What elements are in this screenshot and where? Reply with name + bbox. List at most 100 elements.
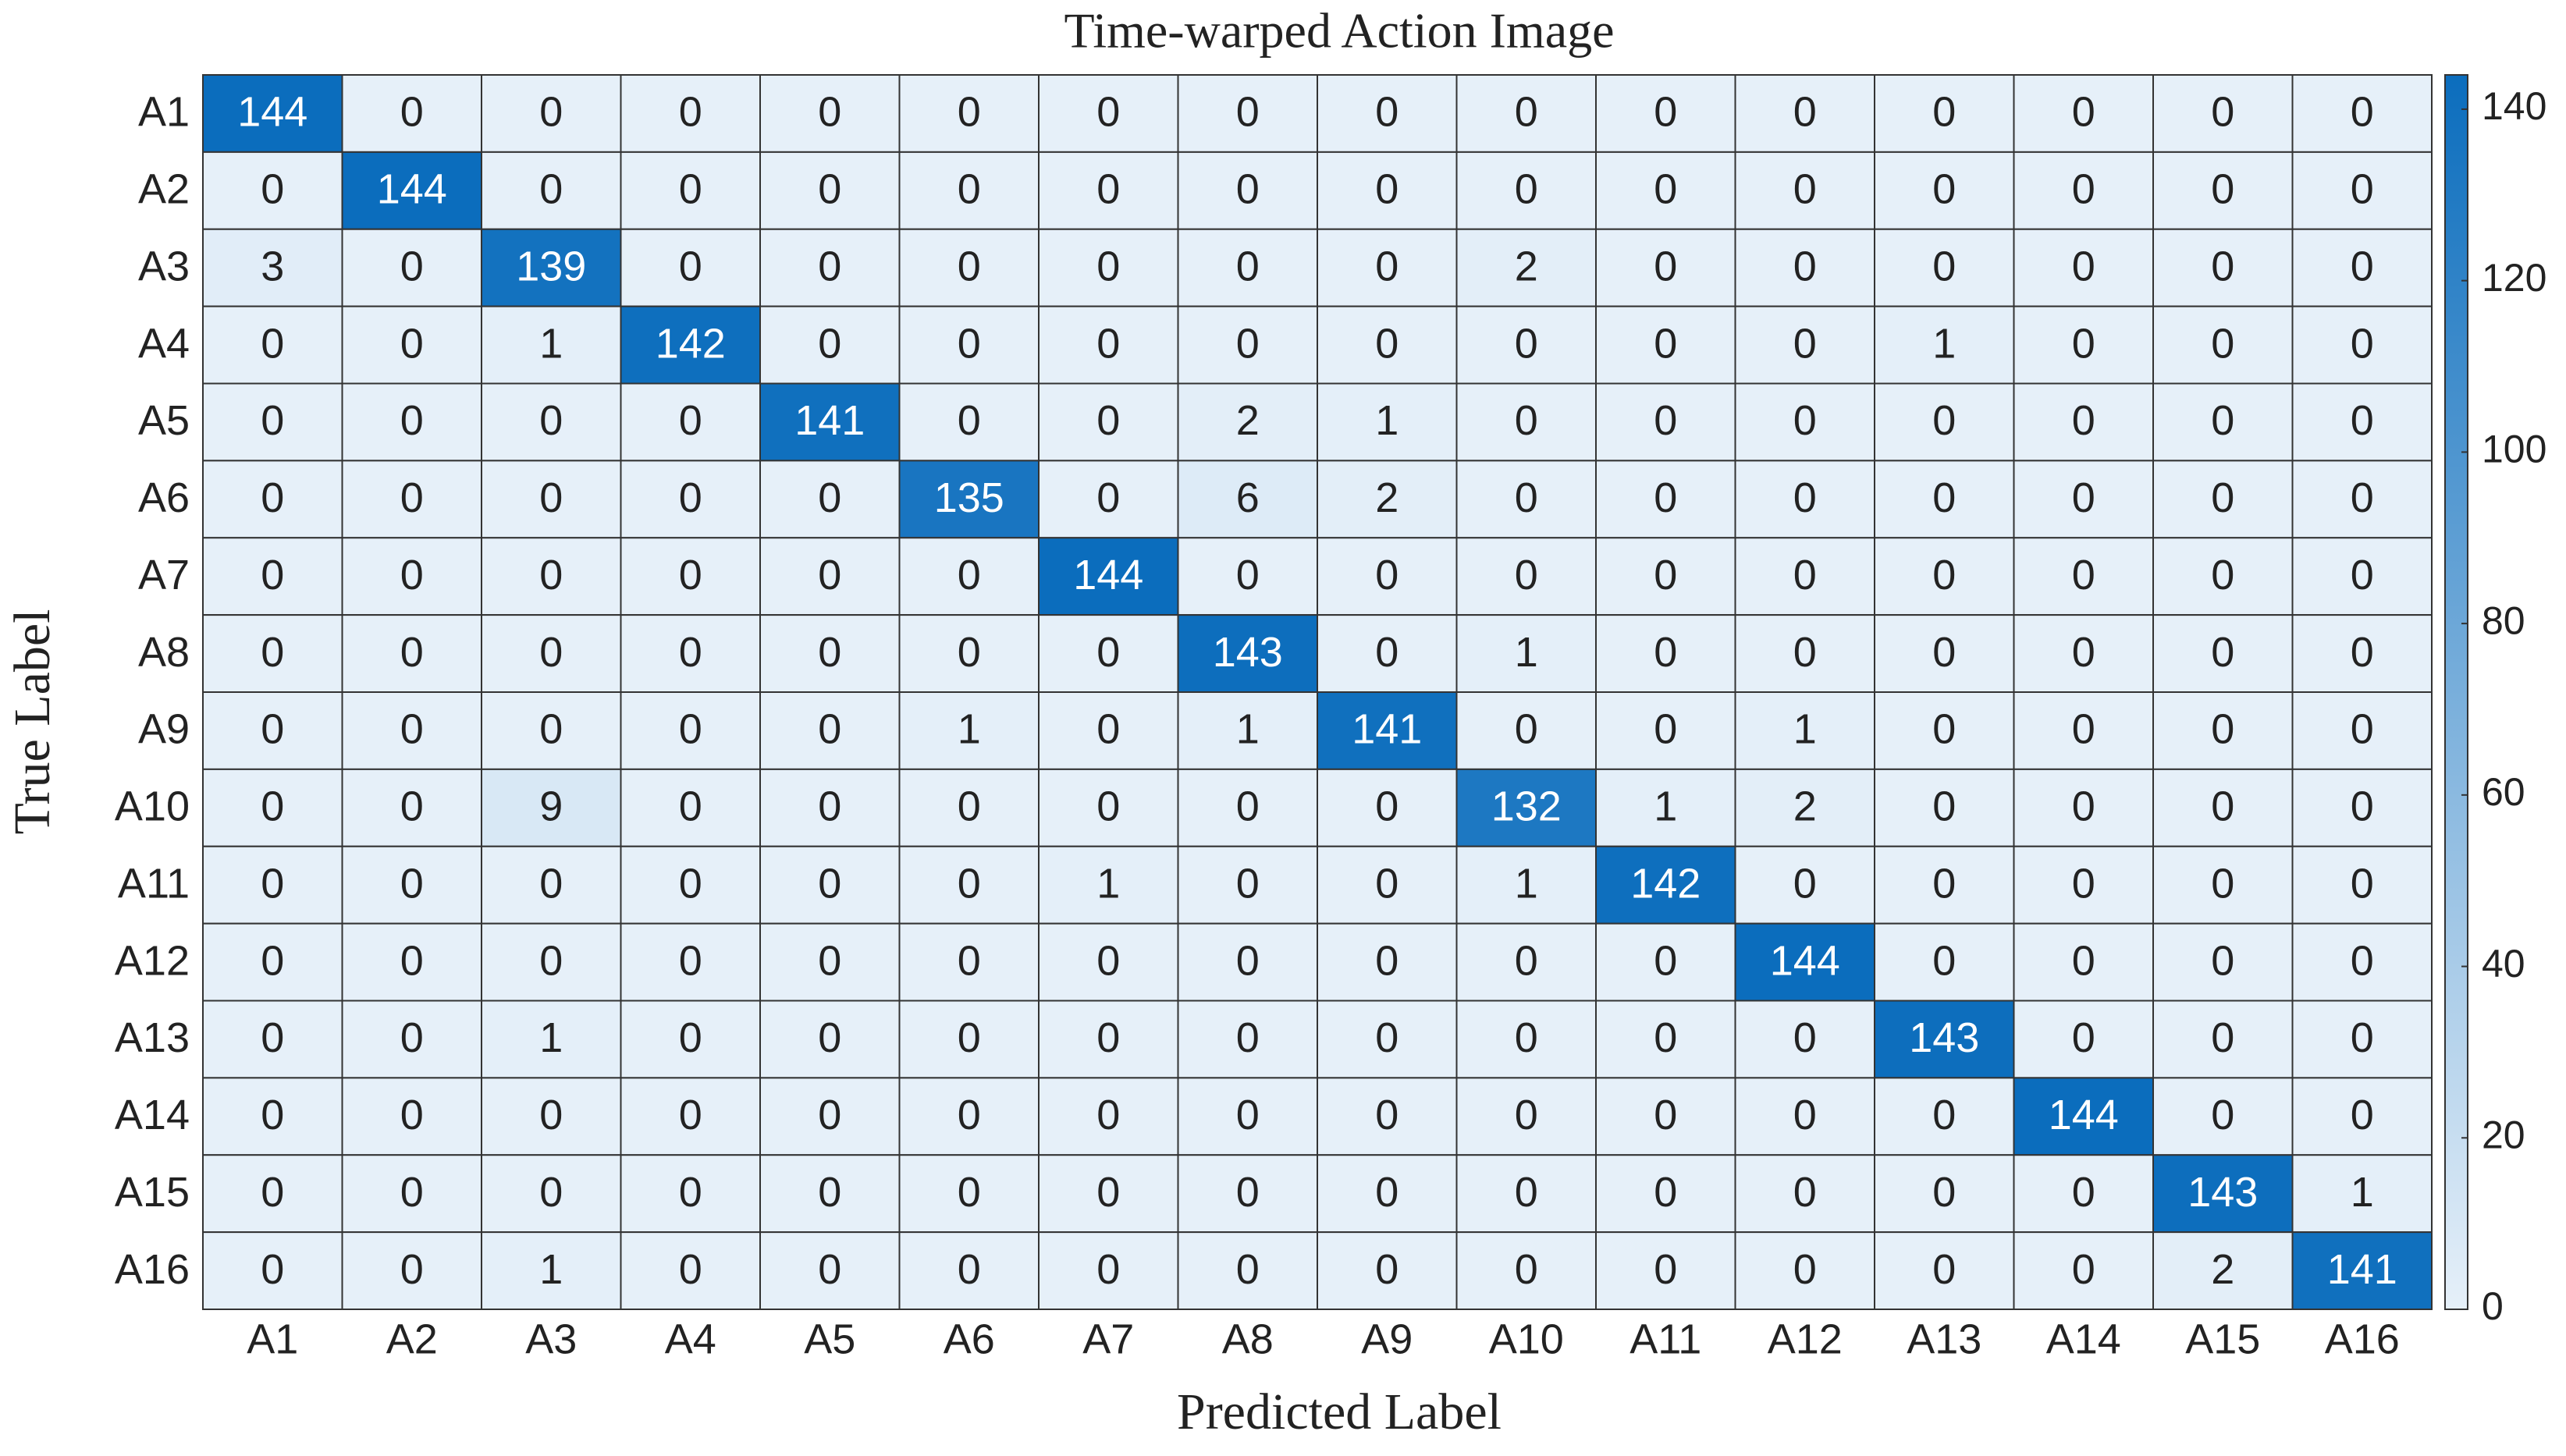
x-tick-label: A1 bbox=[247, 1316, 298, 1362]
cell bbox=[620, 1077, 761, 1156]
x-tick-label: A13 bbox=[1907, 1316, 1981, 1362]
cell bbox=[202, 691, 343, 770]
cell bbox=[759, 1077, 901, 1156]
cell-label: 0 bbox=[400, 1092, 424, 1138]
cell bbox=[1038, 845, 1179, 925]
cell-label: 0 bbox=[1793, 1246, 1817, 1293]
cell-label: 0 bbox=[818, 474, 841, 521]
cell bbox=[202, 845, 343, 925]
cell-label: 0 bbox=[1375, 1246, 1399, 1293]
cell bbox=[898, 922, 1040, 1002]
cell-label: 0 bbox=[1096, 474, 1120, 521]
cell bbox=[620, 768, 761, 847]
cell-label: 0 bbox=[261, 320, 284, 367]
cell-label: 0 bbox=[2211, 474, 2234, 521]
cell-label: 1 bbox=[539, 1246, 563, 1293]
cell-label: 0 bbox=[1375, 89, 1399, 136]
cell bbox=[620, 845, 761, 925]
cell-label: 0 bbox=[400, 783, 424, 830]
cell-label: 0 bbox=[1515, 937, 1538, 984]
cell-label: 0 bbox=[1375, 552, 1399, 598]
x-tick-label: A14 bbox=[2046, 1316, 2121, 1362]
cell-label: 142 bbox=[1630, 860, 1701, 907]
cell-label: 0 bbox=[2211, 783, 2234, 830]
cell-label: 0 bbox=[2351, 397, 2374, 444]
cell-label: 0 bbox=[2351, 1014, 2374, 1061]
cell-label: 0 bbox=[2351, 937, 2374, 984]
cell-label: 0 bbox=[2211, 860, 2234, 907]
cell bbox=[2152, 614, 2294, 693]
cell bbox=[1734, 1000, 1875, 1079]
cell bbox=[202, 768, 343, 847]
cell-label: 0 bbox=[1932, 552, 1956, 598]
cell-label: 0 bbox=[2072, 552, 2095, 598]
cell bbox=[898, 382, 1040, 462]
cell-label: 0 bbox=[1932, 243, 1956, 289]
cell bbox=[898, 228, 1040, 307]
cell-label: 0 bbox=[1236, 552, 1260, 598]
cell-label: 0 bbox=[2351, 860, 2374, 907]
cell-label: 0 bbox=[958, 1014, 981, 1061]
cell bbox=[1595, 228, 1736, 307]
cell-label: 6 bbox=[1236, 474, 1260, 521]
cell-label: 0 bbox=[679, 860, 702, 907]
cell-label: 0 bbox=[1515, 1092, 1538, 1138]
x-tick-label: A6 bbox=[944, 1316, 995, 1362]
cell-label: 0 bbox=[2351, 1092, 2374, 1138]
cell-label: 0 bbox=[2072, 320, 2095, 367]
cell-label: 0 bbox=[1236, 243, 1260, 289]
cell bbox=[341, 1000, 482, 1079]
y-tick-label: A9 bbox=[138, 706, 190, 753]
cell-label: 1 bbox=[1096, 860, 1120, 907]
cell bbox=[481, 1000, 622, 1079]
cell bbox=[1317, 537, 1458, 616]
cell bbox=[898, 614, 1040, 693]
cell bbox=[1595, 305, 1736, 385]
cell-label: 0 bbox=[1375, 860, 1399, 907]
cell-label: 132 bbox=[1491, 783, 1562, 830]
cell-label: 0 bbox=[2072, 937, 2095, 984]
cell-label: 2 bbox=[1375, 474, 1399, 521]
cell bbox=[341, 768, 482, 847]
cell bbox=[481, 151, 622, 230]
cell-label: 0 bbox=[261, 1092, 284, 1138]
cell-label: 142 bbox=[656, 320, 726, 367]
cell-label: 0 bbox=[1654, 243, 1677, 289]
cell bbox=[1595, 768, 1736, 847]
cell bbox=[2291, 768, 2433, 847]
cell-label: 0 bbox=[2211, 706, 2234, 753]
cell-label: 0 bbox=[1654, 552, 1677, 598]
cell bbox=[1038, 614, 1179, 693]
cell bbox=[1734, 537, 1875, 616]
cell bbox=[1455, 614, 1597, 693]
cell bbox=[2291, 460, 2433, 539]
cell-label: 0 bbox=[1096, 243, 1120, 289]
cell bbox=[1455, 1000, 1597, 1079]
cell-label: 135 bbox=[934, 474, 1004, 521]
cell-label: 0 bbox=[261, 706, 284, 753]
cell bbox=[1874, 845, 2015, 925]
cell bbox=[759, 1231, 901, 1310]
cell-label: 0 bbox=[1236, 166, 1260, 213]
cell-label: 0 bbox=[2351, 243, 2374, 289]
cell-label: 0 bbox=[539, 937, 563, 984]
y-axis-label: True Label bbox=[4, 609, 61, 834]
cell-label: 0 bbox=[1932, 1169, 1956, 1216]
cell bbox=[2291, 382, 2433, 462]
cell-label: 0 bbox=[539, 552, 563, 598]
y-tick-label: A7 bbox=[138, 552, 190, 598]
cell-label: 0 bbox=[2072, 860, 2095, 907]
cell-label: 141 bbox=[794, 397, 865, 444]
cell bbox=[481, 1231, 622, 1310]
cell bbox=[759, 1154, 901, 1234]
cell-label: 0 bbox=[818, 1169, 841, 1216]
cell-label: 0 bbox=[2351, 552, 2374, 598]
cell-label: 0 bbox=[539, 397, 563, 444]
cell-label: 0 bbox=[1654, 629, 1677, 676]
cell-label: 0 bbox=[1793, 243, 1817, 289]
cell-label: 1 bbox=[1654, 783, 1677, 830]
cell bbox=[1595, 1231, 1736, 1310]
cell bbox=[1038, 537, 1179, 616]
cell-label: 0 bbox=[261, 1169, 284, 1216]
cell bbox=[202, 922, 343, 1002]
